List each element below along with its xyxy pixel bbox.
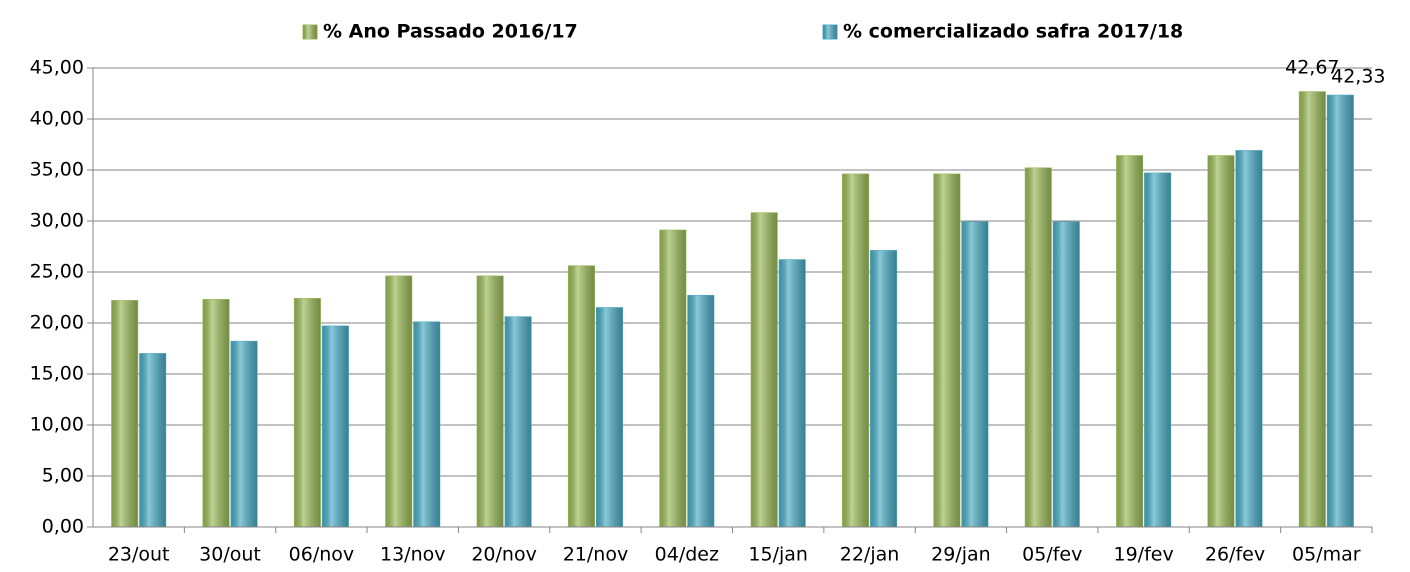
bar-shine bbox=[139, 353, 166, 527]
x-tick-label: 29/jan bbox=[931, 544, 991, 566]
x-tick-label: 15/jan bbox=[748, 544, 808, 566]
x-tick-label: 19/fev bbox=[1114, 544, 1174, 566]
legend-swatch-shine bbox=[823, 25, 837, 39]
bar-shine bbox=[203, 299, 230, 527]
bar-shine bbox=[1299, 91, 1326, 528]
y-tick-label: 40,00 bbox=[30, 108, 84, 130]
x-tick-label: 26/fev bbox=[1205, 544, 1265, 566]
y-tick-label: 0,00 bbox=[42, 516, 84, 538]
x-tick-label: 13/nov bbox=[380, 544, 446, 566]
x-tick-label: 21/nov bbox=[563, 544, 629, 566]
x-tick-label: 22/jan bbox=[840, 544, 900, 566]
bar-shine bbox=[413, 321, 440, 527]
x-tick-label: 04/dez bbox=[655, 544, 719, 566]
bar-shine bbox=[505, 316, 532, 527]
bar-shine bbox=[779, 259, 806, 527]
bar-shine bbox=[1144, 173, 1171, 527]
data-label: 42,33 bbox=[1331, 66, 1385, 88]
bar-shine bbox=[842, 174, 869, 527]
x-tick-label: 20/nov bbox=[471, 544, 537, 566]
bar-shine bbox=[1327, 95, 1354, 527]
y-tick-label: 20,00 bbox=[30, 312, 84, 334]
bar-shine bbox=[1053, 222, 1080, 527]
x-tick-label: 05/mar bbox=[1292, 544, 1361, 566]
x-tick-label: 05/fev bbox=[1022, 544, 1082, 566]
y-tick-label: 5,00 bbox=[42, 465, 84, 487]
bar-shine bbox=[961, 222, 988, 527]
bar-shine bbox=[751, 212, 778, 527]
y-tick-label: 25,00 bbox=[30, 261, 84, 283]
bar-shine bbox=[596, 307, 623, 527]
y-tick-label: 45,00 bbox=[30, 57, 84, 79]
bar-shine bbox=[231, 341, 258, 527]
data-label: 42,67 bbox=[1285, 56, 1339, 78]
x-tick-label: 06/nov bbox=[289, 544, 355, 566]
x-tick-label: 23/out bbox=[108, 544, 170, 566]
bar-shine bbox=[111, 300, 138, 527]
y-tick-label: 10,00 bbox=[30, 414, 84, 436]
bar-shine bbox=[659, 230, 686, 527]
y-tick-label: 30,00 bbox=[30, 210, 84, 232]
bar-shine bbox=[322, 326, 349, 527]
bar-shine bbox=[477, 276, 504, 527]
bar-shine bbox=[1235, 150, 1262, 527]
x-tick-label: 30/out bbox=[199, 544, 261, 566]
legend-swatch-shine bbox=[303, 25, 317, 39]
bar-shine bbox=[1025, 167, 1052, 527]
legend-label: % Ano Passado 2016/17 bbox=[323, 21, 578, 43]
bar-shine bbox=[385, 276, 412, 527]
legend-label: % comercializado safra 2017/18 bbox=[843, 21, 1183, 43]
bar-shine bbox=[568, 265, 595, 527]
bar-shine bbox=[870, 250, 897, 527]
y-tick-label: 35,00 bbox=[30, 159, 84, 181]
bar-shine bbox=[933, 174, 960, 527]
bar-shine bbox=[294, 298, 321, 527]
bar-shine bbox=[1207, 155, 1234, 527]
bar-shine bbox=[687, 295, 714, 527]
bar-shine bbox=[1116, 155, 1143, 527]
y-tick-label: 15,00 bbox=[30, 363, 84, 385]
